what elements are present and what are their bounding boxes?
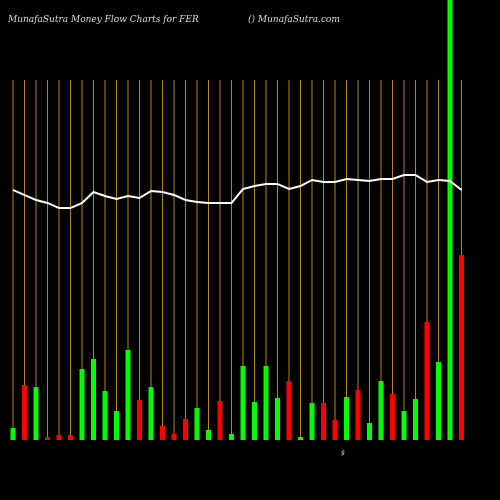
bar <box>309 403 315 440</box>
bar <box>424 322 430 440</box>
bar <box>22 385 27 440</box>
bar <box>229 434 234 440</box>
bar <box>367 423 372 440</box>
bar <box>91 359 96 440</box>
bar <box>56 435 62 440</box>
bar <box>114 411 119 440</box>
bar <box>332 420 338 440</box>
bar <box>413 399 418 440</box>
bar <box>102 391 108 440</box>
bar <box>125 350 131 440</box>
bar <box>10 428 16 440</box>
bar <box>183 419 188 440</box>
bar <box>160 426 165 440</box>
bar <box>137 400 142 440</box>
bar <box>252 402 257 440</box>
chart-subtitle: () MunafaSutra.com <box>248 14 340 25</box>
bar <box>355 390 361 440</box>
bar <box>344 397 349 440</box>
bar <box>275 398 280 440</box>
bar <box>263 366 269 440</box>
bar <box>321 403 326 440</box>
bar <box>194 408 200 440</box>
bar <box>447 0 453 440</box>
bar <box>240 366 246 440</box>
bar <box>298 437 303 440</box>
bar <box>378 381 384 440</box>
bar <box>206 430 211 440</box>
bar <box>401 411 407 440</box>
bar <box>68 435 73 440</box>
bar <box>148 387 154 440</box>
bar <box>217 401 223 440</box>
bar <box>33 387 39 440</box>
annotation: $ <box>341 450 345 457</box>
bar <box>286 381 292 440</box>
bar <box>45 437 50 440</box>
chart-title: MunafaSutra Money Flow Charts for FER <box>7 15 199 25</box>
bar <box>79 369 85 440</box>
price-line <box>12 174 463 209</box>
bar <box>390 394 395 440</box>
bar <box>171 434 177 440</box>
bar <box>436 362 441 440</box>
bar <box>459 255 464 440</box>
